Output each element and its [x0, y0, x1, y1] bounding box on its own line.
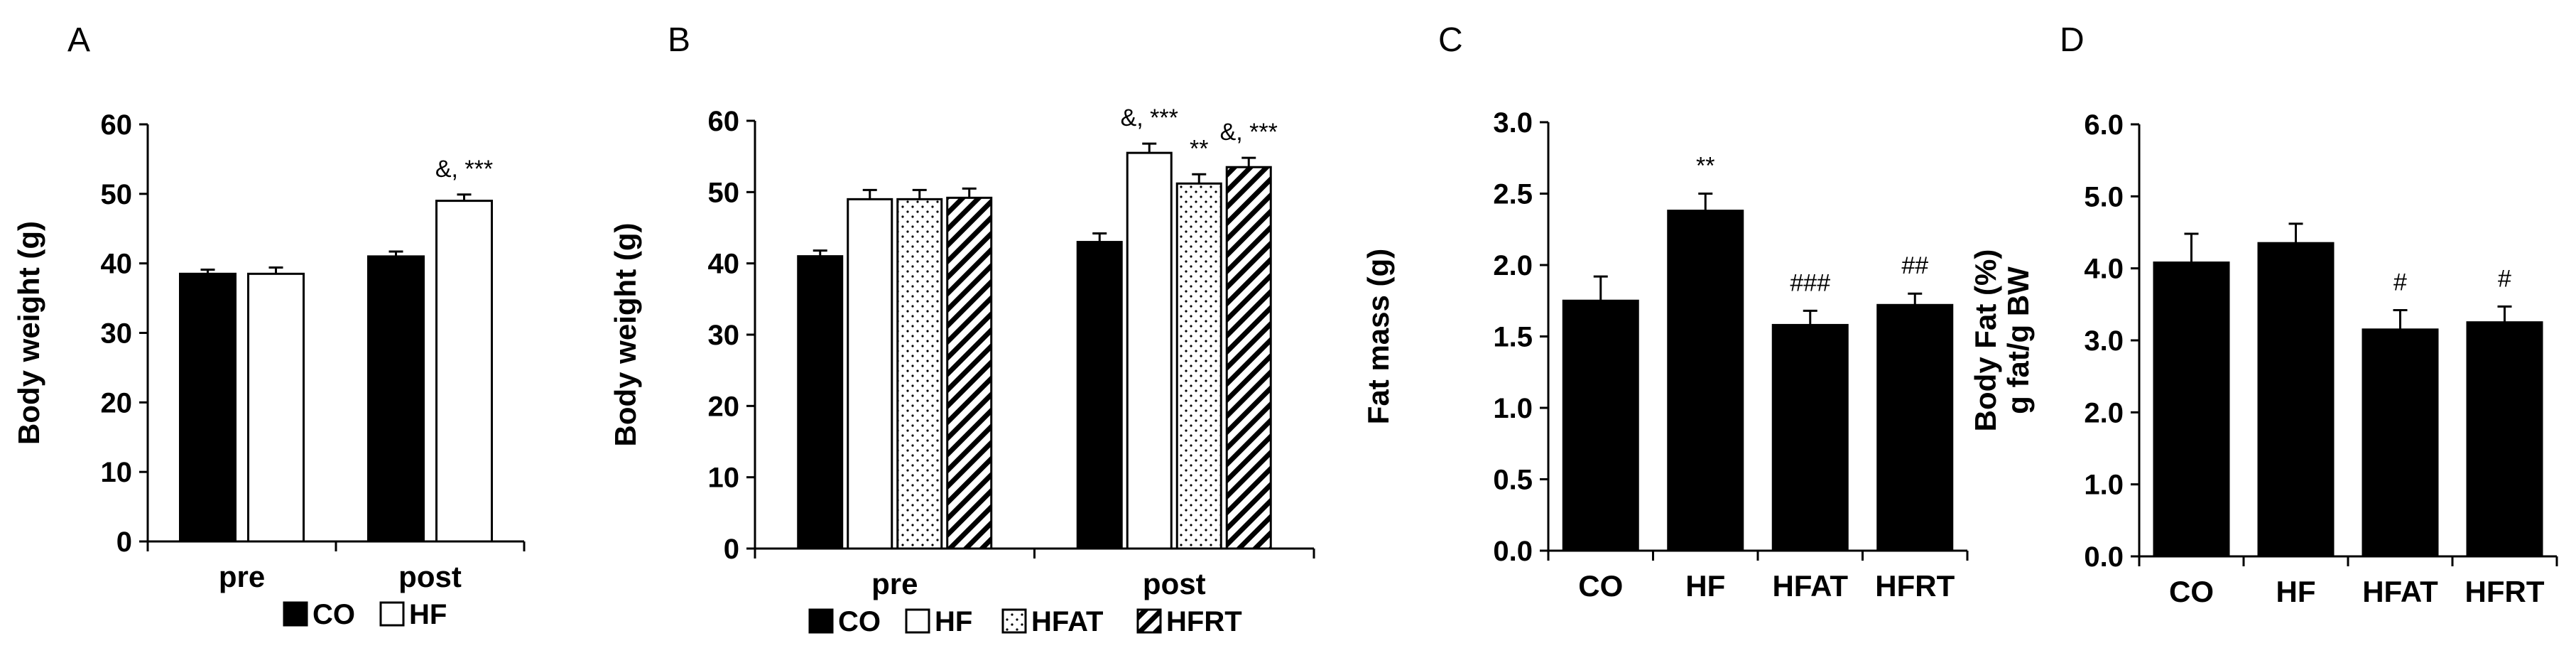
panel-a: A 0 10 20 30 40 50 60 Body weight (g) pre post &, *… — [12, 21, 526, 630]
y-axis-title-line: g fat/g BW — [2001, 266, 2035, 414]
y-tick-label: 0 — [116, 527, 132, 558]
y-tick-label: 0 — [724, 534, 739, 565]
significance-label: # — [2393, 269, 2407, 296]
bar — [2153, 261, 2230, 558]
panel-c: C 0.0 0.5 1.0 1.5 2.0 2.5 3.0 Fat mass (g) CO HF HF… — [1362, 21, 1969, 603]
significance-label: &, *** — [435, 156, 493, 183]
y-tick-label: 2.0 — [1493, 250, 1533, 281]
bar-hfrt — [946, 196, 993, 550]
bar-hf — [847, 198, 893, 550]
legend-label: HFAT — [1031, 606, 1103, 637]
y-tick-label: 6.0 — [2084, 109, 2124, 141]
y-tick-label: 10 — [708, 463, 740, 494]
y-tick-label: 5.0 — [2084, 181, 2124, 212]
y-tick-label: 0.5 — [1493, 465, 1533, 496]
legend-label: HFRT — [1166, 606, 1242, 637]
y-tick-label: 4.0 — [2084, 254, 2124, 285]
bar-hfat — [1175, 182, 1222, 550]
bar — [2257, 242, 2335, 558]
y-axis-title: Body weight (g) — [609, 223, 642, 447]
legend-swatch-hfat — [1001, 608, 1027, 634]
significance-label: # — [2498, 265, 2511, 292]
x-category-label: HFAT — [2362, 575, 2438, 608]
y-tick-label: 30 — [101, 318, 133, 350]
y-tick-label: 0.0 — [2084, 541, 2124, 573]
bar-co — [1076, 241, 1123, 550]
bar-co — [797, 255, 844, 550]
x-category-label: post — [1143, 567, 1206, 600]
legend-swatch-co — [808, 608, 834, 634]
y-tick-label: 40 — [708, 249, 740, 280]
panel-b: B 0 10 20 30 40 50 60 Body weight (g) pre post &, *… — [609, 21, 1315, 637]
significance-label: ## — [1901, 252, 1928, 279]
legend-swatch-hf — [905, 608, 930, 634]
significance-label: &, *** — [1220, 119, 1278, 146]
y-tick-label: 50 — [708, 177, 740, 208]
panel-letter: A — [67, 21, 90, 59]
legend-swatch-hf — [379, 601, 405, 627]
bar — [2466, 321, 2543, 558]
y-tick-label: 20 — [708, 391, 740, 422]
y-tick-label: 1.0 — [2084, 470, 2124, 501]
x-category-label: pre — [871, 567, 918, 600]
bar-hfrt — [1225, 166, 1272, 550]
y-axis-title: Fat mass (g) — [1362, 249, 1395, 424]
significance-label: ### — [1790, 269, 1830, 296]
bar — [2362, 328, 2439, 558]
y-tick-label: 1.0 — [1493, 393, 1533, 424]
bar-hf — [1126, 151, 1173, 550]
bar-co — [179, 272, 237, 543]
y-tick-label: 60 — [708, 106, 740, 137]
legend-label: HF — [409, 599, 447, 630]
panel-letter: C — [1438, 21, 1463, 59]
bar — [1667, 210, 1744, 552]
y-tick-label: 40 — [101, 249, 133, 280]
bar — [1876, 303, 1954, 552]
y-tick-label: 30 — [708, 320, 740, 351]
x-category-label: HFAT — [1772, 569, 1848, 603]
y-tick-label: 1.5 — [1493, 322, 1533, 353]
x-category-label: post — [398, 560, 462, 593]
x-category-label: HF — [2276, 575, 2316, 608]
y-axis-title: Body weight (g) — [12, 221, 45, 445]
bar — [1562, 299, 1639, 552]
y-axis-title-line: Body Fat (%) — [1969, 249, 2002, 432]
y-tick-label: 50 — [101, 179, 133, 210]
y-tick-label: 0.0 — [1493, 536, 1533, 567]
y-tick-label: 3.0 — [2084, 325, 2124, 357]
y-tick-label: 10 — [101, 457, 133, 488]
bar-hfat — [896, 198, 943, 550]
significance-label: ** — [1696, 153, 1714, 180]
legend-label: CO — [313, 599, 355, 630]
y-tick-label: 2.0 — [2084, 397, 2124, 428]
x-category-label: HFRT — [1875, 569, 1955, 603]
bar — [1771, 323, 1849, 552]
y-tick-label: 20 — [101, 387, 133, 419]
panel-letter: B — [668, 21, 690, 59]
legend-swatch-hfrt — [1136, 608, 1162, 634]
bar-hf — [435, 200, 493, 543]
legend-label: CO — [838, 606, 881, 637]
panel-letter: D — [2060, 21, 2085, 59]
bar-hf — [247, 272, 305, 543]
x-category-label: CO — [1578, 569, 1623, 603]
legend-swatch-co — [283, 601, 308, 627]
legend-label: HF — [935, 606, 972, 637]
y-tick-label: 3.0 — [1493, 107, 1533, 139]
significance-label: ** — [1190, 135, 1208, 162]
x-category-label: HF — [1685, 569, 1725, 603]
panel-d: D 0.0 1.0 2.0 3.0 4.0 5.0 6.0 Body Fat (%) g fat/… — [1969, 21, 2558, 608]
y-tick-label: 60 — [101, 109, 133, 141]
bar-co — [367, 255, 425, 543]
y-tick-label: 2.5 — [1493, 179, 1533, 210]
significance-label: &, *** — [1121, 104, 1178, 131]
x-category-label: CO — [2169, 575, 2214, 608]
x-category-label: HFRT — [2465, 575, 2545, 608]
x-category-label: pre — [219, 560, 265, 593]
